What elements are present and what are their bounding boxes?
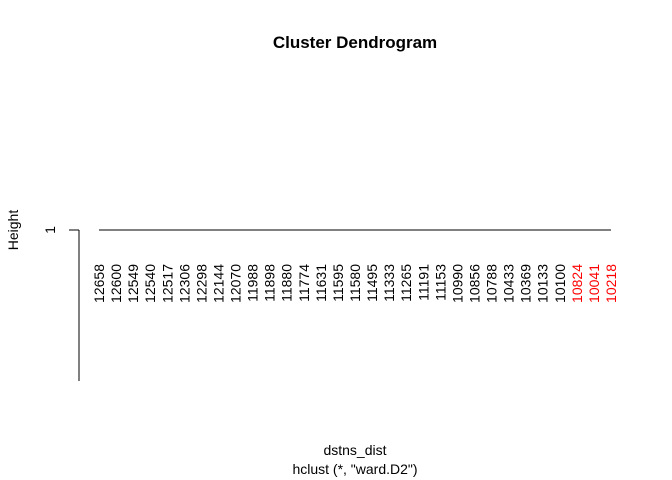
leaf-label: 11495 [364,264,380,302]
x-axis-subtitle: hclust (*, "ward.D2") [292,461,417,477]
leaf-label: 10041 [586,264,602,303]
leaf-label: 12306 [176,264,192,303]
leaf-labels: 12658 12600 12549 12540 12517 12306 12298 12144… [91,264,619,303]
leaf-label: 11880 [279,264,295,302]
chart-title: Cluster Dendrogram [273,33,437,52]
leaf-label: 10788 [484,264,500,303]
leaf-label: 10433 [501,264,517,303]
leaf-label: 10218 [603,264,619,303]
leaf-label: 10369 [518,264,534,303]
leaf-label: 12540 [142,264,158,303]
leaf-label: 11631 [313,264,329,302]
leaf-label: 10133 [535,264,551,303]
leaf-label: 11333 [381,264,397,302]
y-tick-label: 1 [42,226,58,234]
y-axis-label: Height [5,210,21,251]
leaf-label: 12144 [211,264,227,303]
leaf-label: 12070 [228,264,244,303]
leaf-label: 11153 [432,264,448,301]
leaf-label: 10824 [569,264,585,303]
leaf-label: 12517 [159,264,175,303]
leaf-label: 10990 [449,264,465,303]
leaf-label: 12600 [108,264,124,303]
leaf-label: 10856 [467,264,483,303]
leaf-label: 11191 [415,264,431,301]
leaf-label: 10100 [552,264,568,303]
leaf-label: 12298 [193,264,209,303]
leaf-label: 11580 [347,264,363,302]
x-axis-label: dstns_dist [323,442,386,458]
leaf-label: 12658 [91,264,107,303]
leaf-label: 12549 [125,264,141,303]
leaf-label: 11774 [296,264,312,302]
leaf-label: 11898 [262,264,278,302]
leaf-label: 11988 [245,264,261,302]
leaf-label: 11265 [398,264,414,302]
leaf-label: 11595 [330,264,346,302]
